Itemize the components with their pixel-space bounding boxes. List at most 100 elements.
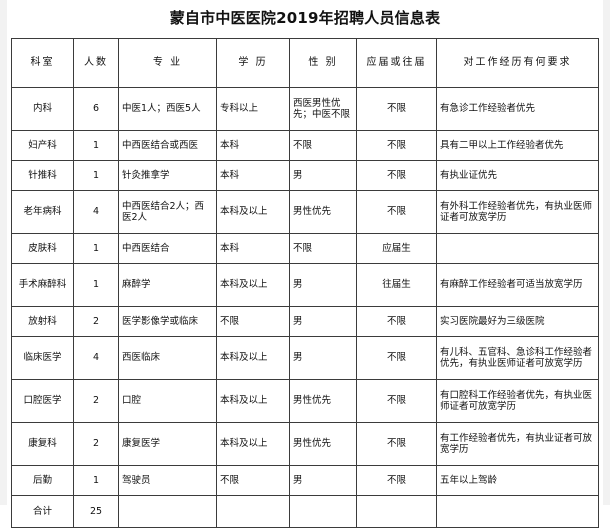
cell-education: 本科及以上	[216, 263, 290, 307]
cell-count: 1	[73, 160, 119, 191]
cell-count: 1	[73, 263, 119, 307]
cell-department: 康复科	[11, 422, 74, 466]
cell-total-status	[356, 495, 437, 528]
table-header: 科室 人数 专 业 学 历 性 别 应届或往届 对工作经历有何要求	[11, 38, 599, 88]
column-header-gender: 性 别	[289, 38, 357, 88]
cell-total-count: 25	[73, 495, 119, 528]
cell-gender: 男性优先	[289, 379, 357, 423]
cell-count: 2	[73, 306, 119, 337]
cell-status: 不限	[356, 160, 437, 191]
cell-count: 2	[73, 379, 119, 423]
table-row: 康复科 2 康复医学 本科及以上 男性优先 不限 有工作经验者优先，有执业证者可…	[11, 422, 599, 466]
cell-count: 4	[73, 336, 119, 380]
column-header-count: 人数	[73, 38, 119, 88]
table-row: 后勤 1 驾驶员 不限 男 不限 五年以上驾龄	[11, 465, 599, 496]
cell-education: 本科	[216, 160, 290, 191]
cell-experience: 有急诊工作经验者优先	[436, 87, 599, 131]
cell-experience: 有麻醉工作经验者可适当放宽学历	[436, 263, 599, 307]
cell-status: 不限	[356, 190, 437, 234]
cell-total-education	[216, 495, 290, 528]
cell-gender: 男	[289, 465, 357, 496]
cell-education: 专科以上	[216, 87, 290, 131]
cell-experience: 有工作经验者优先，有执业证者可放宽学历	[436, 422, 599, 466]
table-row: 妇产科 1 中西医结合或西医 本科 不限 不限 具有二甲以上工作经验者优先	[11, 130, 599, 161]
cell-count: 1	[73, 130, 119, 161]
cell-major: 驾驶员	[118, 465, 217, 496]
table-row: 口腔医学 2 口腔 本科及以上 男性优先 不限 有口腔科工作经验者优先，有执业医…	[11, 379, 599, 423]
cell-department: 口腔医学	[11, 379, 74, 423]
table-total-row: 合计 25	[11, 495, 599, 528]
cell-status: 不限	[356, 379, 437, 423]
column-header-education: 学 历	[216, 38, 290, 88]
column-header-experience: 对工作经历有何要求	[436, 38, 599, 88]
cell-experience: 有外科工作经验者优先，有执业医师证者可放宽学历	[436, 190, 599, 234]
cell-department: 后勤	[11, 465, 74, 496]
table-row: 临床医学 4 西医临床 本科及以上 男 不限 有儿科、五官科、急诊科工作经验者优…	[11, 336, 599, 380]
cell-department: 内科	[11, 87, 74, 131]
cell-education: 本科及以上	[216, 422, 290, 466]
cell-total-experience	[436, 495, 599, 528]
table-row: 内科 6 中医1人；西医5人 专科以上 西医男性优先；中医不限 不限 有急诊工作…	[11, 87, 599, 131]
table-body: 内科 6 中医1人；西医5人 专科以上 西医男性优先；中医不限 不限 有急诊工作…	[11, 87, 599, 528]
cell-status: 不限	[356, 130, 437, 161]
cell-count: 6	[73, 87, 119, 131]
cell-count: 1	[73, 465, 119, 496]
cell-gender: 男	[289, 336, 357, 380]
table-row: 皮肤科 1 中西医结合 本科 不限 应届生	[11, 233, 599, 264]
cell-count: 1	[73, 233, 119, 264]
cell-count: 4	[73, 190, 119, 234]
cell-experience: 有执业证优先	[436, 160, 599, 191]
cell-education: 本科及以上	[216, 190, 290, 234]
cell-major: 康复医学	[118, 422, 217, 466]
cell-department: 临床医学	[11, 336, 74, 380]
column-header-status: 应届或往届	[356, 38, 437, 88]
recruitment-info-table: 科室 人数 专 业 学 历 性 别 应届或往届 对工作经历有何要求 内科 6 中…	[11, 38, 599, 528]
cell-major: 中西医结合2人；西医2人	[118, 190, 217, 234]
cell-major: 中西医结合或西医	[118, 130, 217, 161]
cell-experience: 具有二甲以上工作经验者优先	[436, 130, 599, 161]
cell-education: 本科	[216, 233, 290, 264]
cell-status: 不限	[356, 336, 437, 380]
cell-major: 麻醉学	[118, 263, 217, 307]
cell-experience: 有口腔科工作经验者优先，有执业医师证者可放宽学历	[436, 379, 599, 423]
cell-gender: 不限	[289, 130, 357, 161]
table-row: 放射科 2 医学影像学或临床 不限 男 不限 实习医院最好为三级医院	[11, 306, 599, 337]
cell-gender: 男性优先	[289, 422, 357, 466]
cell-status: 不限	[356, 87, 437, 131]
cell-experience: 有儿科、五官科、急诊科工作经验者优先，有执业医师证者可放宽学历	[436, 336, 599, 380]
cell-department: 针推科	[11, 160, 74, 191]
table-row: 老年病科 4 中西医结合2人；西医2人 本科及以上 男性优先 不限 有外科工作经…	[11, 190, 599, 234]
cell-status: 不限	[356, 465, 437, 496]
cell-total-major	[118, 495, 217, 528]
cell-gender: 西医男性优先；中医不限	[289, 87, 357, 131]
cell-department: 放射科	[11, 306, 74, 337]
cell-major: 医学影像学或临床	[118, 306, 217, 337]
cell-status: 往届生	[356, 263, 437, 307]
cell-status: 不限	[356, 422, 437, 466]
cell-experience	[436, 233, 599, 264]
cell-education: 本科及以上	[216, 379, 290, 423]
page-title: 蒙自市中医医院2019年招聘人员信息表	[169, 9, 441, 27]
cell-department: 妇产科	[11, 130, 74, 161]
cell-education: 不限	[216, 465, 290, 496]
column-header-department: 科室	[11, 38, 74, 88]
column-header-major: 专 业	[118, 38, 217, 88]
cell-department: 老年病科	[11, 190, 74, 234]
cell-total-gender	[289, 495, 357, 528]
cell-education: 不限	[216, 306, 290, 337]
cell-education: 本科	[216, 130, 290, 161]
cell-gender: 男	[289, 263, 357, 307]
cell-status: 应届生	[356, 233, 437, 264]
table-row: 手术麻醉科 1 麻醉学 本科及以上 男 往届生 有麻醉工作经验者可适当放宽学历	[11, 263, 599, 307]
cell-status: 不限	[356, 306, 437, 337]
cell-major: 中西医结合	[118, 233, 217, 264]
cell-experience: 五年以上驾龄	[436, 465, 599, 496]
cell-department: 手术麻醉科	[11, 263, 74, 307]
cell-major: 西医临床	[118, 336, 217, 380]
cell-major: 中医1人；西医5人	[118, 87, 217, 131]
cell-department: 皮肤科	[11, 233, 74, 264]
cell-major: 针灸推拿学	[118, 160, 217, 191]
recruitment-table-container: 科室 人数 专 业 学 历 性 别 应届或往届 对工作经历有何要求 内科 6 中…	[11, 38, 599, 528]
cell-count: 2	[73, 422, 119, 466]
